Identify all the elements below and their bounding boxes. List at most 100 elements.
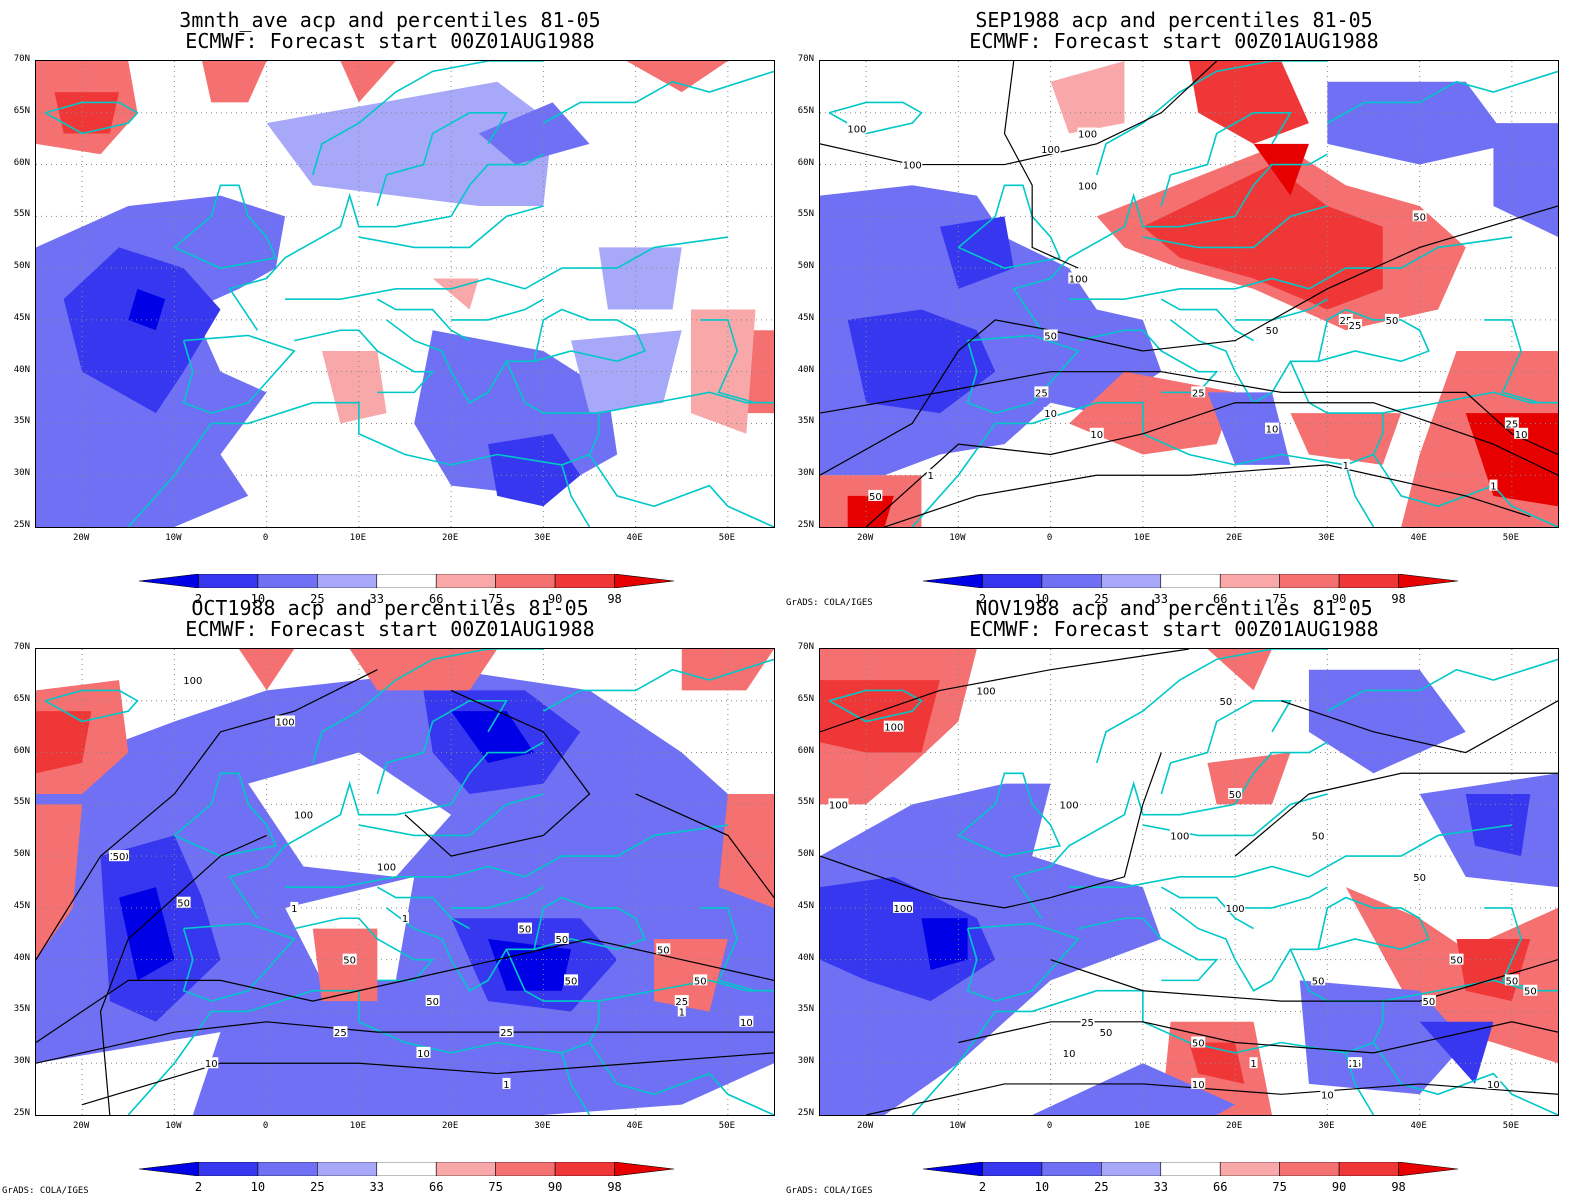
contour-line [884, 464, 1531, 527]
lat-label: 60N [13, 745, 30, 756]
colorbar-label: 33 [369, 1180, 384, 1194]
coastline [1069, 824, 1512, 888]
percentile-area [451, 711, 535, 763]
coastline [173, 184, 277, 269]
coastline [966, 334, 1080, 414]
map-area [35, 60, 775, 528]
contour-label: 50 [1220, 697, 1233, 708]
contour-label-bg [1265, 324, 1280, 336]
contour-line [36, 1021, 774, 1064]
percentile-area [690, 309, 756, 434]
percentile-area [598, 247, 682, 310]
lon-label: 50E [718, 1121, 735, 1131]
contour-label: 10 [1321, 1090, 1334, 1101]
lon-label: 10W [949, 533, 966, 543]
percentile-area [432, 278, 479, 310]
lat-label: 35N [797, 1004, 814, 1015]
colorbar-segment [198, 1162, 259, 1176]
coastline [561, 1052, 591, 1115]
coastline [1095, 649, 1328, 764]
contour-label: 1 [1490, 482, 1496, 493]
coastline [1069, 236, 1512, 300]
contour-label: 100 [977, 686, 996, 697]
percentile-area [1290, 413, 1402, 465]
colorbar-segment [1160, 574, 1221, 588]
colorbar [923, 574, 1458, 588]
percentile-area [1308, 669, 1466, 774]
contour-label-bg [976, 684, 997, 696]
colorbar [923, 1162, 1458, 1176]
contour-label: 50 [1386, 316, 1399, 327]
contour-label: 1 [679, 1007, 685, 1018]
percentile-area [248, 752, 452, 877]
contour-label: 1 [402, 914, 408, 925]
contour-label-bg [1225, 901, 1246, 913]
contour-label-bg [1311, 829, 1326, 841]
lon-label: 20E [441, 1121, 459, 1131]
colorbar-segment [435, 1162, 496, 1176]
contour-line [1050, 959, 1558, 1002]
lon-label: 10W [165, 1121, 182, 1131]
contour-label-bg [739, 1015, 754, 1027]
contour-label-bg [499, 1026, 514, 1038]
colorbar-segment [614, 1162, 674, 1176]
coastline [1095, 61, 1328, 176]
contour-label: 100 [1069, 274, 1088, 285]
lon-label: 50E [1502, 1121, 1519, 1131]
contour-label: 100 [1041, 145, 1060, 156]
colorbar-segment [1101, 1162, 1162, 1176]
contour-label-bg [1504, 974, 1519, 986]
contour-line [1281, 700, 1558, 754]
colorbar-segment [1219, 574, 1280, 588]
percentile-area [488, 938, 572, 991]
coastline [957, 772, 1061, 857]
contour-line [1003, 61, 1079, 269]
lat-label: 40N [797, 364, 814, 375]
lat-label: 60N [797, 157, 814, 168]
map-layer [820, 61, 1558, 527]
percentile-area [847, 309, 996, 414]
lat-label: 30N [797, 468, 814, 479]
lat-label: 35N [13, 1004, 30, 1015]
coastline [285, 824, 728, 888]
lon-label: 20E [1225, 1121, 1243, 1131]
contour-label: 50 [343, 956, 356, 967]
coastline [182, 334, 296, 414]
contour-label: 50 [1506, 976, 1519, 987]
contour-label: 10 [417, 1049, 430, 1060]
lat-label: 45N [13, 312, 30, 323]
percentile-area [847, 495, 894, 527]
colorbar-segment [554, 1162, 615, 1176]
contour-label: 25 [1339, 316, 1352, 327]
lat-label: 65N [797, 693, 814, 704]
percentile-area [349, 649, 498, 691]
coastline [311, 649, 544, 764]
contour-label-bg [1034, 386, 1049, 398]
contour-label: 50 [1192, 1039, 1205, 1050]
percentile-area [1207, 752, 1291, 805]
lon-label: 10E [349, 1121, 366, 1131]
colorbar-label: 90 [1331, 1180, 1347, 1194]
percentile-area [820, 876, 996, 1002]
contour-label: 1 [1250, 1059, 1256, 1070]
lon-label: 20W [856, 533, 874, 543]
coastline [700, 907, 756, 992]
percentile-area [1032, 1063, 1236, 1115]
lon-label: 10W [165, 533, 182, 543]
colorbar-label: 2 [194, 1180, 203, 1194]
contour-label-bg [1169, 829, 1190, 841]
colorbar-label: 25 [1094, 1180, 1109, 1194]
lon-label: 10E [1133, 1121, 1150, 1131]
contour-label-bg [1351, 1057, 1360, 1069]
colorbar-segment [317, 1162, 378, 1176]
colorbar-label: 75 [1272, 592, 1287, 606]
contour-line [635, 793, 774, 898]
contour-line [1234, 772, 1558, 857]
coastline [1235, 886, 1328, 909]
lon-label: 30E [534, 1121, 551, 1131]
lat-label: 25N [13, 1108, 30, 1118]
lat-label: 35N [13, 416, 30, 427]
colorbar-label: 2 [194, 592, 203, 606]
contour-label-bg [846, 122, 867, 134]
coastline [1317, 308, 1430, 363]
